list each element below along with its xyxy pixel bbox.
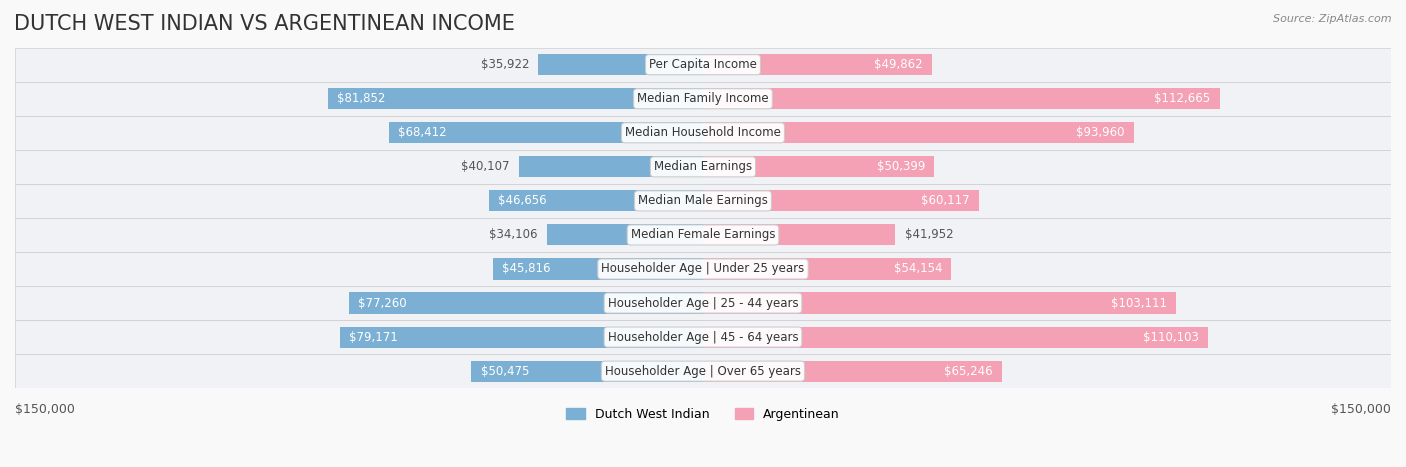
- Text: $46,656: $46,656: [498, 194, 547, 207]
- Bar: [703, 156, 934, 177]
- Text: $49,862: $49,862: [875, 58, 922, 71]
- Bar: [15, 286, 1391, 320]
- Bar: [703, 292, 1175, 314]
- Bar: [389, 122, 703, 143]
- Legend: Dutch West Indian, Argentinean: Dutch West Indian, Argentinean: [561, 403, 845, 426]
- Text: $112,665: $112,665: [1154, 92, 1211, 105]
- Bar: [349, 292, 703, 314]
- Text: $40,107: $40,107: [461, 160, 510, 173]
- Bar: [519, 156, 703, 177]
- Bar: [328, 88, 703, 109]
- Text: $103,111: $103,111: [1111, 297, 1167, 310]
- Text: $54,154: $54,154: [894, 262, 942, 276]
- Text: Median Male Earnings: Median Male Earnings: [638, 194, 768, 207]
- Bar: [703, 361, 1002, 382]
- Bar: [489, 191, 703, 212]
- Text: Householder Age | Over 65 years: Householder Age | Over 65 years: [605, 365, 801, 378]
- Text: $50,475: $50,475: [481, 365, 529, 378]
- Text: $110,103: $110,103: [1143, 331, 1199, 344]
- Bar: [538, 54, 703, 75]
- Bar: [703, 191, 979, 212]
- Bar: [15, 320, 1391, 354]
- Bar: [703, 54, 932, 75]
- Text: $68,412: $68,412: [398, 126, 447, 139]
- Text: $81,852: $81,852: [337, 92, 385, 105]
- Bar: [703, 88, 1220, 109]
- Bar: [15, 252, 1391, 286]
- Bar: [15, 82, 1391, 116]
- Text: $79,171: $79,171: [349, 331, 398, 344]
- Text: $77,260: $77,260: [357, 297, 406, 310]
- Text: $50,399: $50,399: [876, 160, 925, 173]
- Text: Per Capita Income: Per Capita Income: [650, 58, 756, 71]
- Bar: [15, 218, 1391, 252]
- Text: Median Household Income: Median Household Income: [626, 126, 780, 139]
- Text: $35,922: $35,922: [481, 58, 529, 71]
- Text: Source: ZipAtlas.com: Source: ZipAtlas.com: [1274, 14, 1392, 24]
- Bar: [15, 184, 1391, 218]
- Text: $41,952: $41,952: [904, 228, 953, 241]
- Text: $45,816: $45,816: [502, 262, 551, 276]
- Bar: [340, 326, 703, 347]
- Text: $65,246: $65,246: [945, 365, 993, 378]
- Bar: [703, 326, 1208, 347]
- Text: Median Female Earnings: Median Female Earnings: [631, 228, 775, 241]
- Text: $34,106: $34,106: [489, 228, 537, 241]
- Text: Householder Age | 25 - 44 years: Householder Age | 25 - 44 years: [607, 297, 799, 310]
- Bar: [15, 116, 1391, 150]
- Text: $60,117: $60,117: [921, 194, 970, 207]
- Bar: [15, 48, 1391, 82]
- Text: Householder Age | Under 25 years: Householder Age | Under 25 years: [602, 262, 804, 276]
- Bar: [15, 150, 1391, 184]
- Bar: [494, 258, 703, 280]
- Text: $150,000: $150,000: [15, 403, 75, 417]
- Text: Median Family Income: Median Family Income: [637, 92, 769, 105]
- Text: DUTCH WEST INDIAN VS ARGENTINEAN INCOME: DUTCH WEST INDIAN VS ARGENTINEAN INCOME: [14, 14, 515, 34]
- Text: Householder Age | 45 - 64 years: Householder Age | 45 - 64 years: [607, 331, 799, 344]
- Bar: [15, 354, 1391, 388]
- Bar: [703, 122, 1135, 143]
- Bar: [547, 224, 703, 246]
- Text: Median Earnings: Median Earnings: [654, 160, 752, 173]
- Text: $150,000: $150,000: [1331, 403, 1391, 417]
- Text: $93,960: $93,960: [1076, 126, 1125, 139]
- Bar: [703, 258, 952, 280]
- Bar: [703, 224, 896, 246]
- Bar: [471, 361, 703, 382]
